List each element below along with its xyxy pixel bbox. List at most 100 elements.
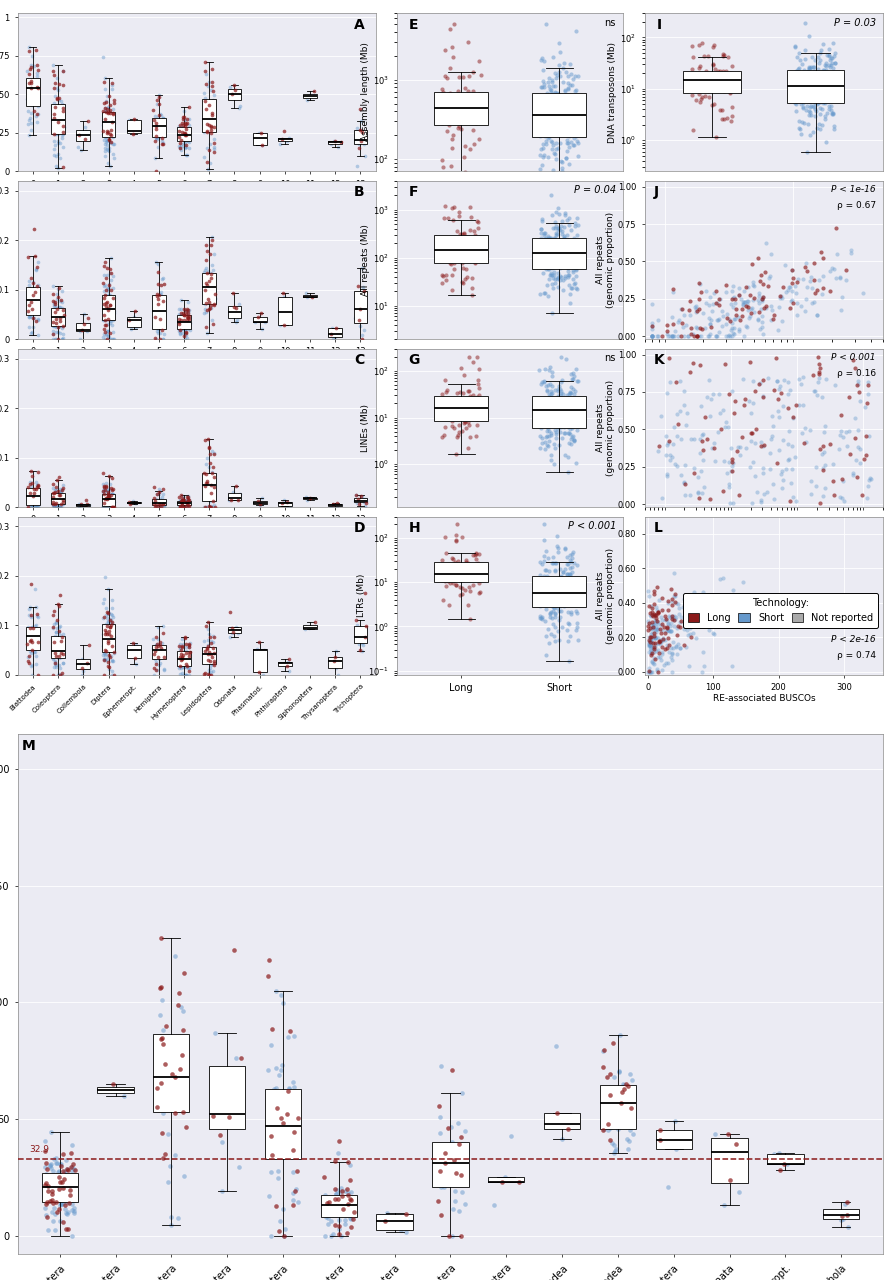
Point: [262, 1129, 277, 1149]
Point: [149, 497, 163, 517]
Point: [106, 133, 120, 154]
Point: [718, 61, 732, 82]
Point: [546, 397, 560, 417]
PathPatch shape: [152, 499, 166, 504]
Point: [98, 252, 112, 273]
Point: [56, 60, 70, 81]
Point: [458, 557, 473, 577]
Point: [175, 1044, 189, 1065]
Point: [45, 116, 60, 137]
Point: [805, 79, 820, 100]
Point: [149, 492, 163, 512]
PathPatch shape: [303, 498, 317, 499]
Point: [646, 627, 660, 648]
Point: [549, 120, 563, 141]
Point: [560, 462, 574, 483]
Point: [829, 218, 843, 238]
Point: [548, 420, 562, 440]
Point: [663, 372, 677, 393]
Point: [549, 248, 563, 269]
Point: [818, 93, 832, 114]
Point: [54, 664, 69, 685]
Point: [458, 269, 473, 289]
Point: [48, 293, 62, 314]
Point: [180, 127, 194, 147]
Point: [49, 1152, 63, 1172]
Point: [684, 429, 698, 449]
Point: [353, 119, 368, 140]
Point: [199, 285, 213, 306]
Point: [644, 595, 658, 616]
Point: [328, 646, 343, 667]
Point: [665, 643, 680, 663]
Point: [103, 122, 117, 142]
Point: [548, 113, 562, 133]
Point: [169, 1088, 183, 1108]
Point: [98, 623, 112, 644]
Point: [103, 285, 117, 306]
Point: [178, 124, 192, 145]
Point: [543, 79, 558, 100]
Point: [451, 81, 466, 101]
PathPatch shape: [77, 659, 90, 668]
Point: [612, 1062, 626, 1083]
Point: [328, 1179, 343, 1199]
Point: [55, 317, 70, 338]
Point: [181, 319, 195, 339]
Point: [689, 627, 703, 648]
Point: [53, 315, 67, 335]
Point: [349, 609, 363, 630]
Point: [857, 397, 871, 417]
Point: [180, 310, 194, 330]
Point: [53, 74, 67, 95]
Point: [45, 315, 60, 335]
Point: [175, 648, 189, 668]
Point: [51, 321, 65, 342]
Point: [556, 591, 570, 612]
Point: [450, 575, 464, 595]
Point: [835, 287, 849, 307]
Point: [546, 614, 560, 635]
Point: [203, 444, 218, 465]
Point: [103, 609, 117, 630]
Point: [46, 648, 61, 668]
Point: [171, 303, 186, 324]
Point: [335, 1198, 350, 1219]
PathPatch shape: [51, 105, 65, 133]
Point: [701, 308, 715, 329]
Point: [80, 494, 95, 515]
Point: [714, 301, 729, 321]
Point: [703, 489, 717, 509]
Point: [544, 70, 558, 91]
Point: [560, 265, 574, 285]
Point: [152, 84, 166, 105]
Point: [538, 96, 552, 116]
Point: [178, 648, 192, 668]
Point: [79, 120, 94, 141]
Point: [685, 622, 699, 643]
Point: [206, 260, 220, 280]
Point: [815, 247, 830, 268]
Point: [559, 575, 574, 595]
Point: [552, 270, 566, 291]
Point: [455, 1157, 469, 1178]
Point: [98, 492, 112, 512]
Point: [96, 490, 111, 511]
Point: [175, 649, 189, 669]
Point: [156, 133, 170, 154]
PathPatch shape: [278, 138, 292, 141]
Point: [320, 1197, 334, 1217]
Point: [653, 1120, 667, 1140]
Point: [822, 86, 836, 106]
Point: [105, 622, 120, 643]
Point: [96, 497, 111, 517]
Point: [103, 306, 118, 326]
Point: [815, 83, 830, 104]
Point: [791, 269, 805, 289]
Point: [533, 564, 548, 585]
Point: [100, 485, 114, 506]
Point: [533, 552, 548, 572]
Point: [52, 497, 66, 517]
Point: [449, 444, 463, 465]
Point: [452, 1162, 467, 1183]
